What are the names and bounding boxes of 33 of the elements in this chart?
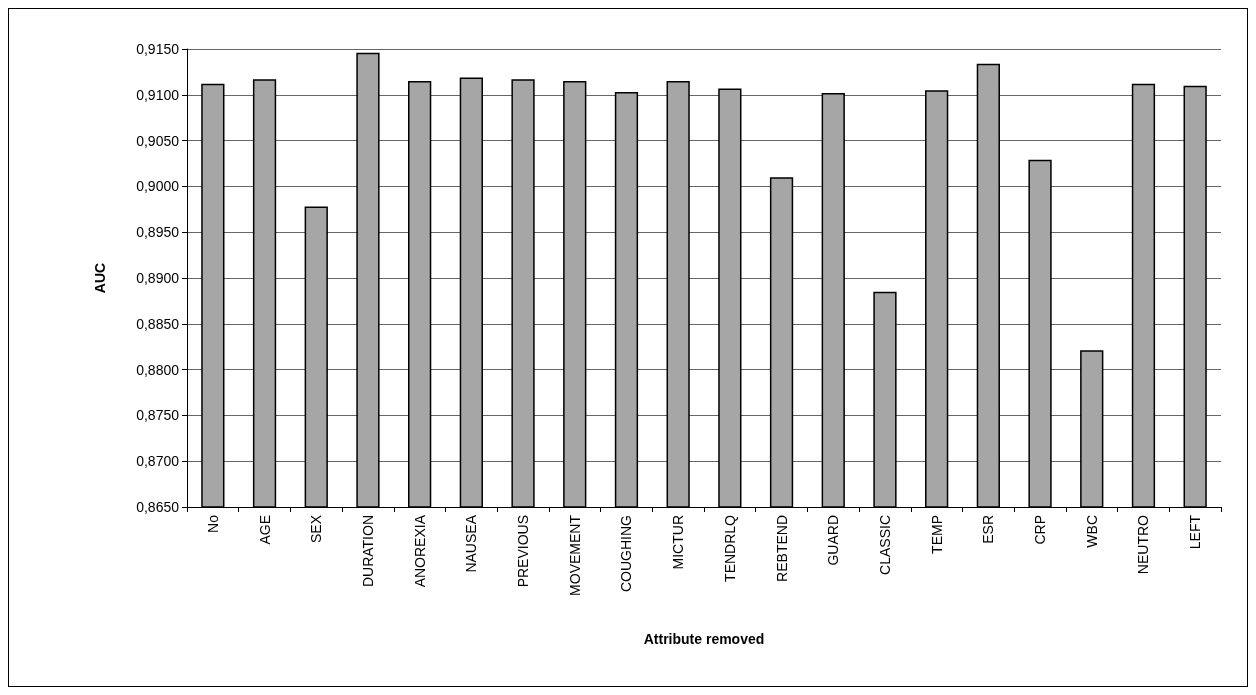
x-tick-label: NEUTRO [1135,514,1152,575]
x-tick-label: MICTUR [670,515,687,570]
x-tick-label: WBC [1083,515,1100,548]
y-tick-label: 0,9050 [136,132,180,149]
x-tick-label: ESR [980,515,997,544]
x-tick-label: ANOREXIA [411,514,428,588]
x-tick-label: NAUSEA [463,514,480,573]
y-tick-label: 0,9150 [136,41,180,57]
x-tick-label: DURATION [359,515,376,588]
x-tick-label: MOVEMENT [566,514,583,596]
y-tick-label: 0,8700 [136,453,180,470]
x-tick-label: AGE [256,515,273,545]
y-tick-label: 0,8950 [136,224,180,241]
x-tick-label: CRP [1032,515,1049,545]
y-tick-label: 0,9000 [136,178,180,195]
x-tick-label: TENDRLQ [721,514,738,582]
x-tick-label: TEMP [928,515,945,554]
x-tick-label: GUARD [825,515,842,566]
x-tick-label: PREVIOUS [515,515,532,588]
y-tick-label: 0,8800 [136,361,180,378]
x-tick-label: COUGHING [618,515,635,592]
y-axis-title: AUC [92,262,108,294]
x-tick-label: CLASSIC [876,515,893,575]
y-tick-label: 0,8650 [136,499,180,515]
y-tick-label: 0,8850 [136,315,180,332]
x-tick-label: No [204,514,221,533]
x-tick-label: SEX [308,514,325,544]
y-tick-label: 0,8900 [136,270,180,286]
x-axis-title: Attribute removed [643,631,765,647]
y-tick-label: 0,8750 [136,407,180,424]
y-tick-label: 0,9100 [136,86,180,103]
x-tick-label: LEFT [1187,514,1204,550]
x-tick-label: REBTEND [773,515,790,582]
